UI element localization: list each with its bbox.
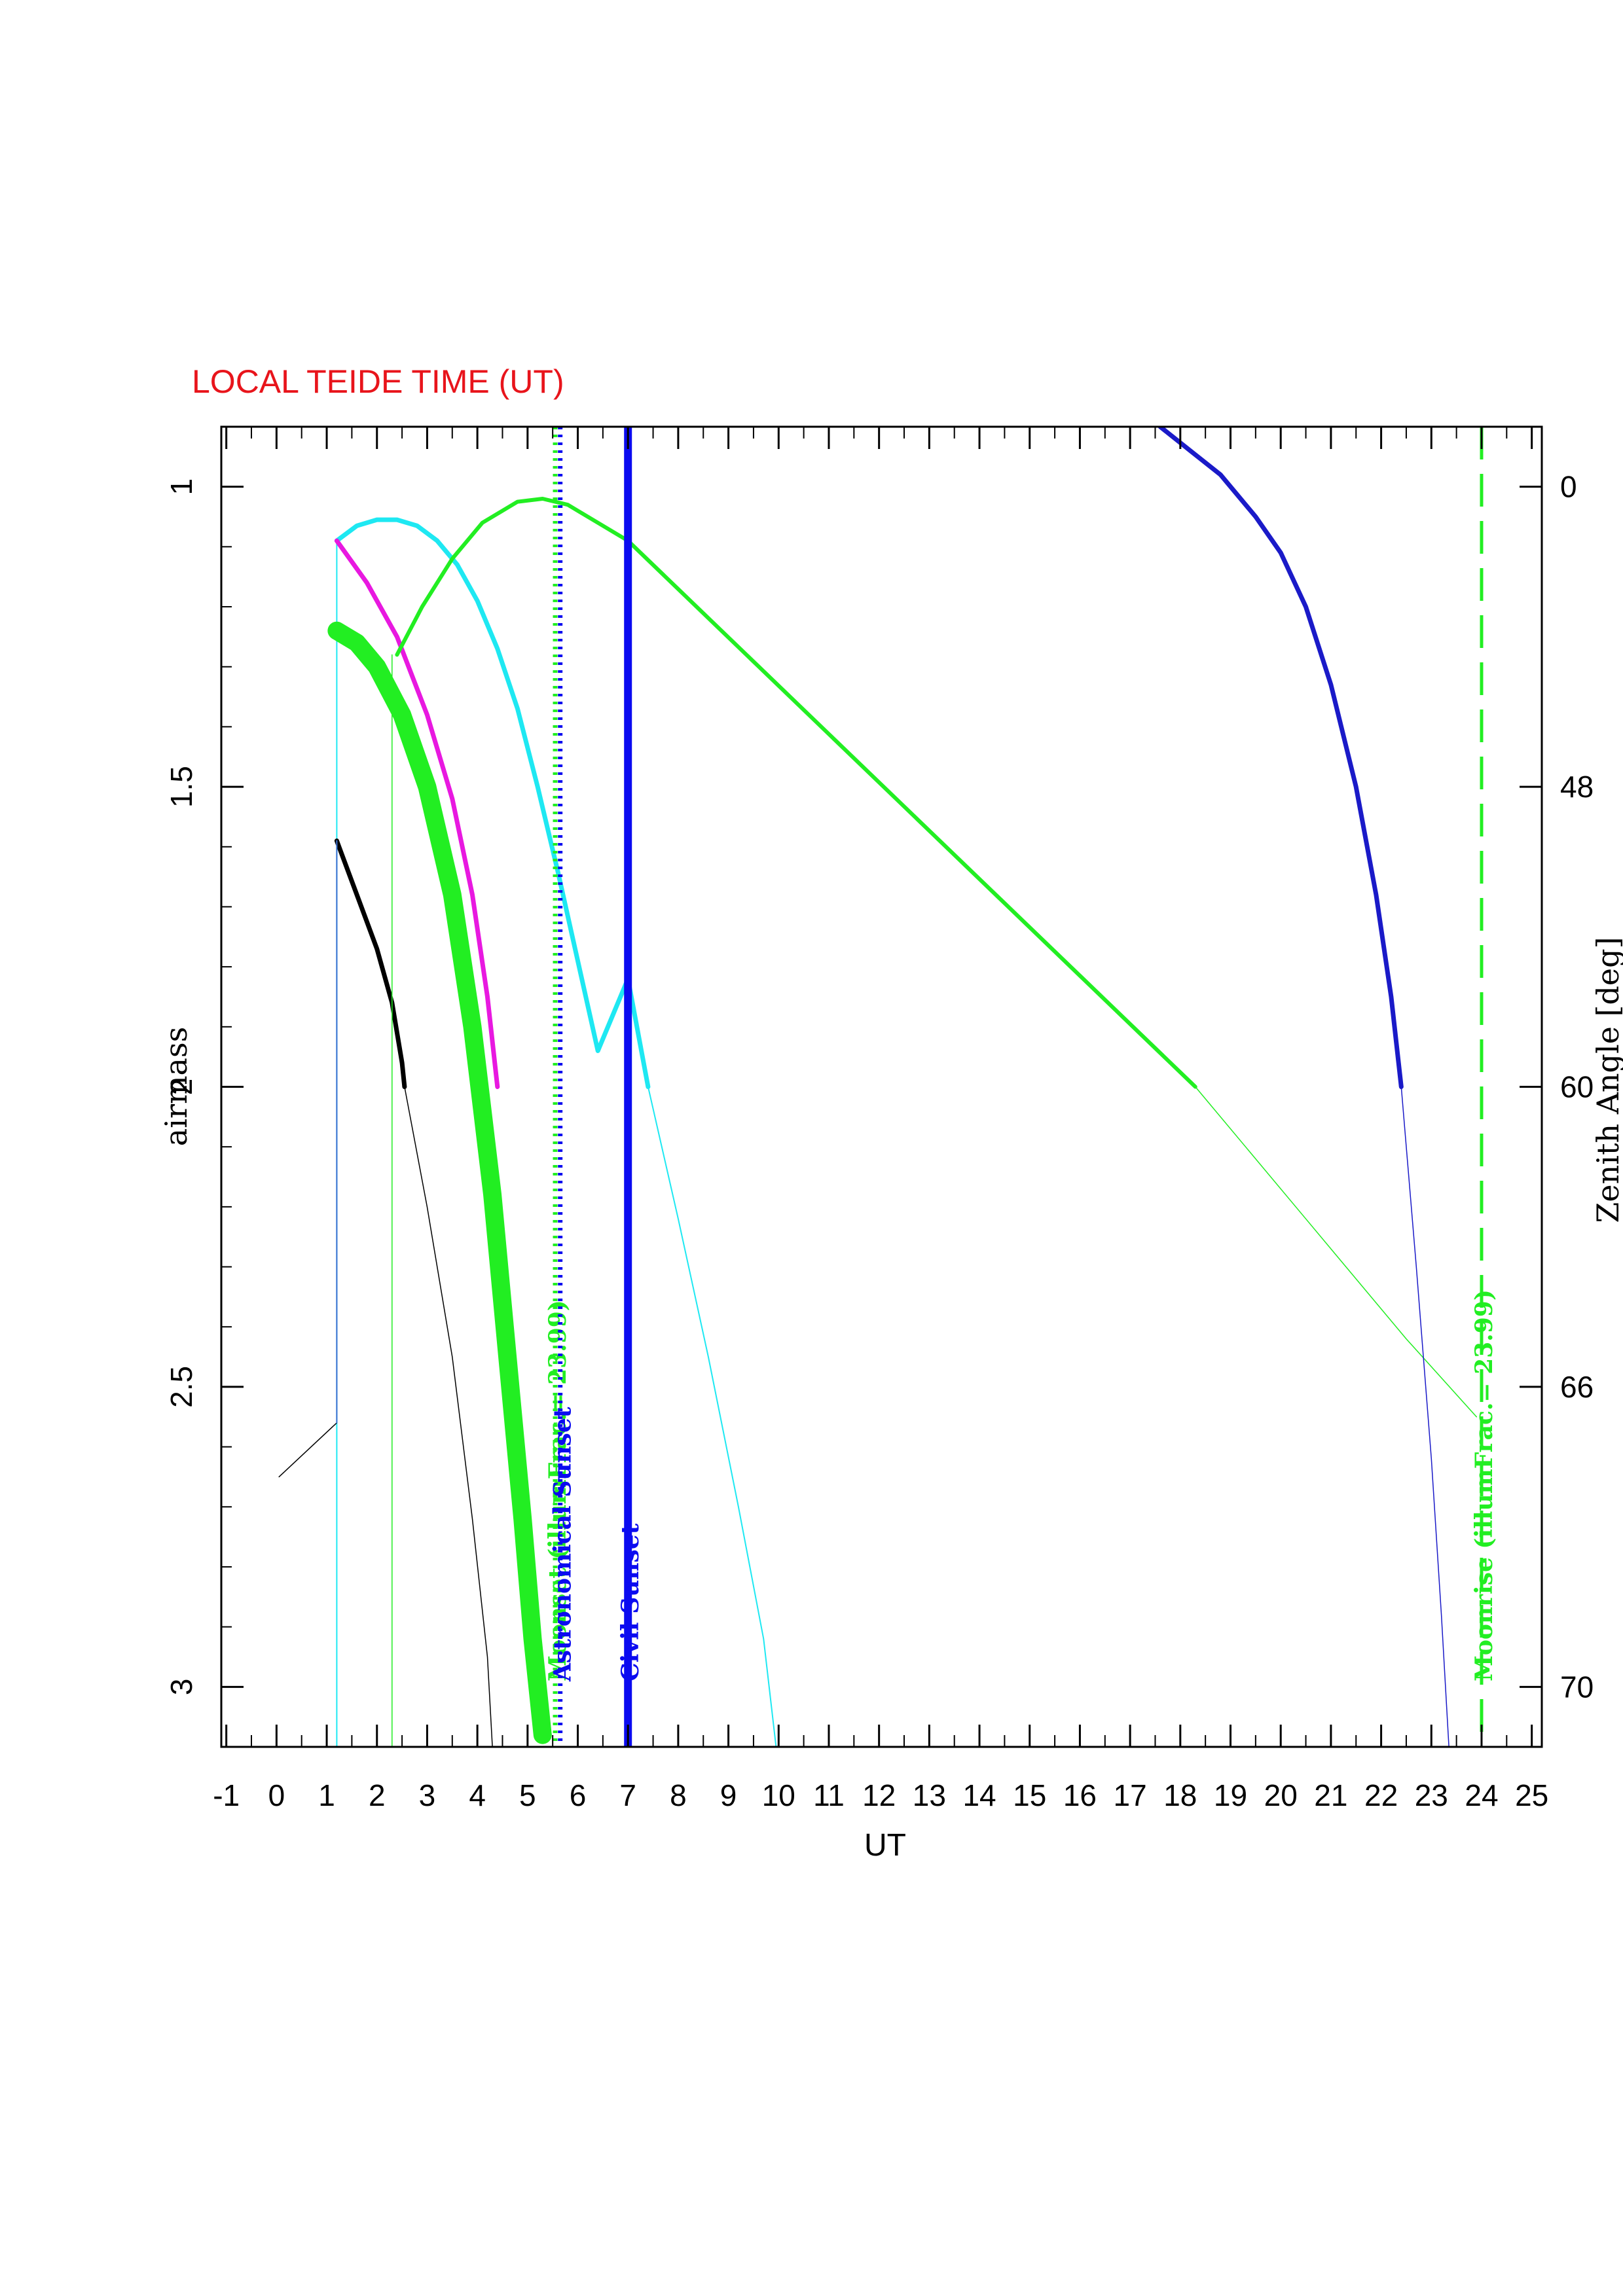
series-line-4 — [334, 838, 407, 1089]
x-tick-label: 12 — [862, 1778, 896, 1812]
x-tick-label: 19 — [1214, 1778, 1247, 1812]
y2-tick-label: 70 — [1560, 1670, 1594, 1704]
x-tick-label: 10 — [762, 1778, 795, 1812]
plot-frame — [220, 425, 1543, 1748]
event-label-1: Astronomical Sunset — [549, 1407, 577, 1682]
x-tick-label: 15 — [1013, 1778, 1046, 1812]
x-axis-label: UT — [864, 1828, 906, 1863]
x-tick-label: 13 — [913, 1778, 946, 1812]
x-tick-label: 14 — [962, 1778, 996, 1812]
series-line-3 — [334, 538, 500, 1089]
events-layer: Moonset (illumFrac.= 23.99)Astronomical … — [544, 427, 1498, 1747]
y-tick-label: 1 — [164, 478, 198, 495]
event-label-2: Civil Sunset — [617, 1523, 644, 1681]
series-line-1 — [647, 1086, 777, 1747]
x-tick-label: 17 — [1114, 1778, 1147, 1812]
x-tick-label: 9 — [720, 1778, 737, 1812]
y-tick-label: 2.5 — [164, 1366, 198, 1408]
series-line-6 — [278, 1422, 338, 1478]
y-axis-label: airmass — [158, 1027, 194, 1146]
y-tick-label: 2 — [164, 1079, 198, 1096]
x-tick-label: 16 — [1063, 1778, 1097, 1812]
x-tick-label: -1 — [213, 1778, 240, 1812]
x-tick-label: 1 — [318, 1778, 335, 1812]
series-line-9 — [1195, 1086, 1478, 1418]
x-tick-label: 23 — [1415, 1778, 1448, 1812]
x-tick-label: 4 — [469, 1778, 486, 1812]
series-line-0 — [334, 517, 651, 1089]
x-tick-label: 7 — [619, 1778, 636, 1812]
series-line-5 — [404, 1086, 493, 1747]
y2-tick-label: 60 — [1560, 1070, 1594, 1104]
x-tick-label: 21 — [1314, 1778, 1347, 1812]
y-tick-label: 3 — [164, 1679, 198, 1696]
y2-axis-label: Zenith Angle [deg] — [1590, 937, 1623, 1223]
x-tick-label: 22 — [1364, 1778, 1398, 1812]
y2-tick-label: 66 — [1560, 1370, 1594, 1404]
series-line-11 — [327, 621, 552, 1744]
y2-tick-label: 48 — [1560, 770, 1594, 804]
series-line-13 — [1400, 1086, 1450, 1747]
series-layer — [278, 427, 1478, 1747]
chart-title: LOCAL TEIDE TIME (UT) — [192, 363, 564, 400]
x-tick-label: 24 — [1465, 1778, 1498, 1812]
y2-tick-label: 0 — [1560, 470, 1577, 504]
series-line-8 — [395, 497, 1197, 1089]
x-tick-label: 6 — [570, 1778, 587, 1812]
x-tick-label: 25 — [1515, 1778, 1548, 1812]
event-label-0: Moonset (illumFrac.= 23.99) — [544, 1300, 572, 1681]
x-tick-label: 18 — [1163, 1778, 1197, 1812]
x-tick-label: 8 — [670, 1778, 687, 1812]
event-label-3: Moonrise (illumFrac.= 23.99) — [1470, 1289, 1498, 1681]
x-tick-label: 2 — [369, 1778, 386, 1812]
x-tick-label: 5 — [519, 1778, 536, 1812]
x-tick-label: 3 — [419, 1778, 436, 1812]
x-tick-label: 0 — [268, 1778, 285, 1812]
x-tick-label: 11 — [813, 1778, 845, 1812]
y-tick-label: 1.5 — [164, 766, 198, 808]
x-tick-label: 20 — [1264, 1778, 1298, 1812]
series-line-12 — [1158, 427, 1404, 1089]
ticks-layer: -1 0 1 2 3 4 5 6 7 8 9 10 11 12 13 14 15 16 17 18 19 20 21 22 23… — [164, 427, 1594, 1812]
